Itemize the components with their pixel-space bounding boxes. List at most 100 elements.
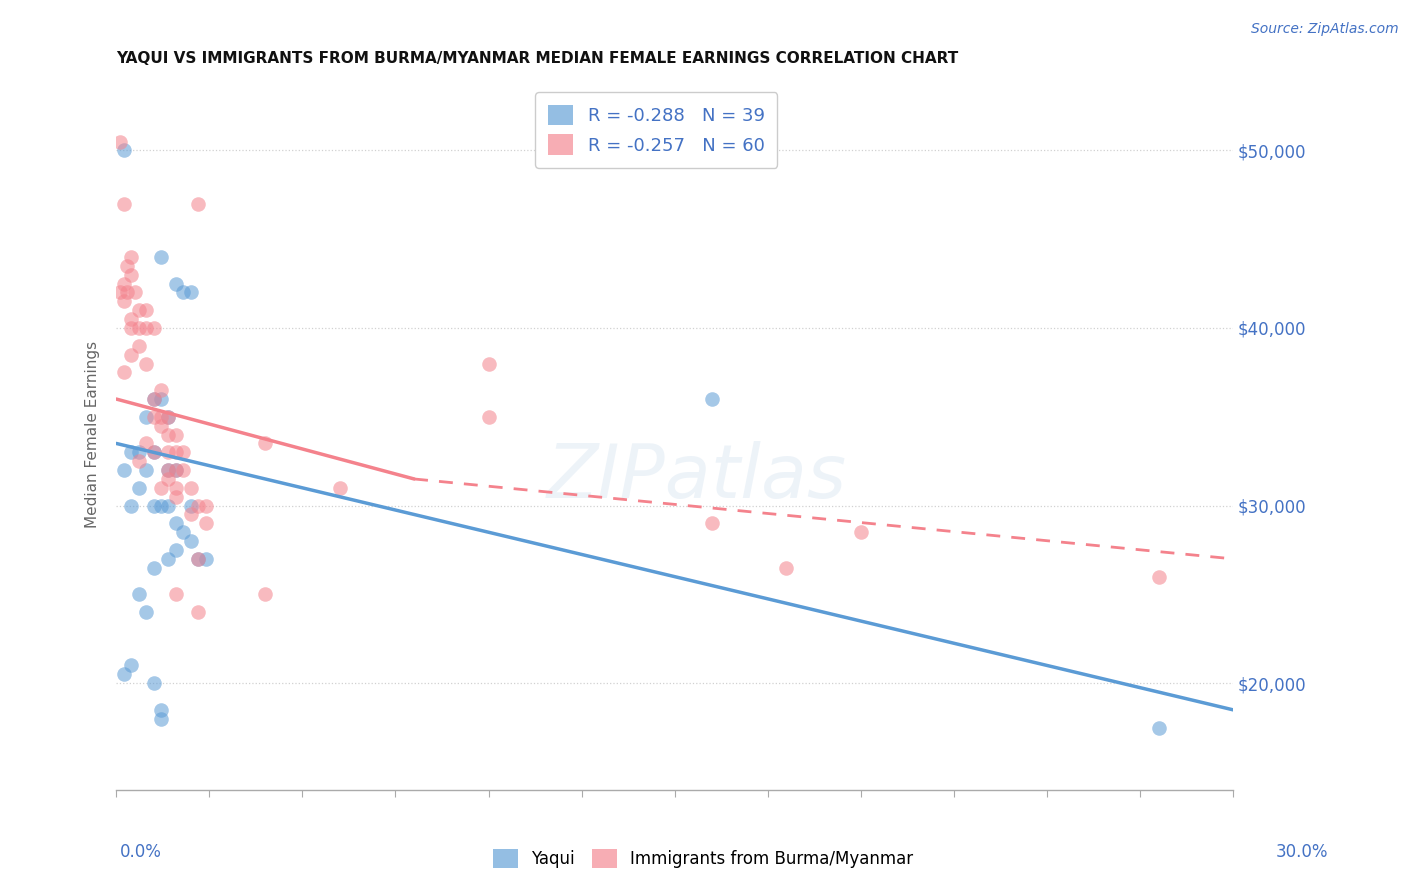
Point (157, 552, 180, 566)
Point (849, 525, 872, 540)
Point (112, 277, 135, 291)
Point (157, 409, 180, 424)
Point (120, 312, 142, 326)
Point (157, 445, 180, 459)
Point (172, 285, 194, 300)
Point (135, 436, 157, 450)
Point (180, 508, 202, 522)
Point (112, 463, 135, 477)
Point (120, 658, 142, 673)
Point (117, 259, 139, 273)
Point (157, 409, 180, 424)
Point (112, 365, 135, 379)
Point (128, 321, 150, 335)
Point (149, 418, 172, 433)
Point (1147, 569, 1170, 583)
Point (149, 409, 172, 424)
Point (120, 250, 142, 264)
Text: YAQUI VS IMMIGRANTS FROM BURMA/MYANMAR MEDIAN FEMALE EARNINGS CORRELATION CHART: YAQUI VS IMMIGRANTS FROM BURMA/MYANMAR M… (117, 51, 959, 66)
Point (149, 703, 172, 717)
Point (120, 348, 142, 362)
Point (187, 196, 209, 211)
Point (135, 409, 157, 424)
Point (149, 481, 172, 495)
Point (142, 321, 165, 335)
Point (187, 499, 209, 513)
Point (117, 285, 139, 300)
Point (172, 463, 194, 477)
Point (135, 321, 157, 335)
Point (112, 196, 135, 211)
Point (108, 135, 131, 149)
Point (180, 499, 202, 513)
Point (135, 357, 157, 371)
Point (124, 285, 146, 300)
Point (128, 303, 150, 318)
Point (142, 409, 165, 424)
Point (142, 445, 165, 459)
Point (128, 339, 150, 353)
Point (149, 392, 172, 406)
Point (135, 605, 157, 619)
Point (477, 409, 499, 424)
Point (142, 392, 165, 406)
Text: 0.0%: 0.0% (120, 843, 162, 861)
Point (180, 481, 202, 495)
Point (108, 285, 131, 300)
Point (172, 525, 194, 540)
Point (165, 490, 187, 504)
Point (157, 427, 180, 442)
Point (700, 392, 723, 406)
Point (187, 552, 209, 566)
Point (142, 445, 165, 459)
Point (157, 499, 180, 513)
Point (112, 294, 135, 309)
Point (157, 472, 180, 486)
Point (1147, 721, 1170, 735)
Point (187, 605, 209, 619)
Point (700, 516, 723, 531)
Point (254, 587, 277, 601)
Point (135, 303, 157, 318)
Text: Source: ZipAtlas.com: Source: ZipAtlas.com (1251, 22, 1399, 37)
Legend: R = -0.288   N = 39, R = -0.257   N = 60: R = -0.288 N = 39, R = -0.257 N = 60 (536, 92, 778, 168)
Point (172, 445, 194, 459)
Point (165, 463, 187, 477)
Point (142, 676, 165, 690)
Point (149, 499, 172, 513)
Point (157, 463, 180, 477)
Point (149, 250, 172, 264)
Point (329, 481, 352, 495)
Point (157, 463, 180, 477)
Point (149, 383, 172, 397)
Point (165, 481, 187, 495)
Text: ZIPatlas: ZIPatlas (547, 442, 846, 513)
Point (194, 552, 217, 566)
Point (165, 587, 187, 601)
Point (120, 268, 142, 282)
Point (165, 543, 187, 558)
Point (149, 712, 172, 726)
Point (194, 516, 217, 531)
Point (165, 427, 187, 442)
Point (165, 516, 187, 531)
Point (135, 463, 157, 477)
Point (112, 144, 135, 158)
Point (120, 499, 142, 513)
Point (142, 392, 165, 406)
Point (128, 445, 150, 459)
Point (180, 534, 202, 549)
Point (120, 445, 142, 459)
Point (165, 445, 187, 459)
Point (187, 552, 209, 566)
Point (165, 463, 187, 477)
Point (142, 499, 165, 513)
Point (128, 454, 150, 468)
Point (128, 481, 150, 495)
Point (142, 561, 165, 575)
Point (254, 436, 277, 450)
Point (477, 357, 499, 371)
Point (180, 285, 202, 300)
Point (165, 277, 187, 291)
Text: 30.0%: 30.0% (1277, 843, 1329, 861)
